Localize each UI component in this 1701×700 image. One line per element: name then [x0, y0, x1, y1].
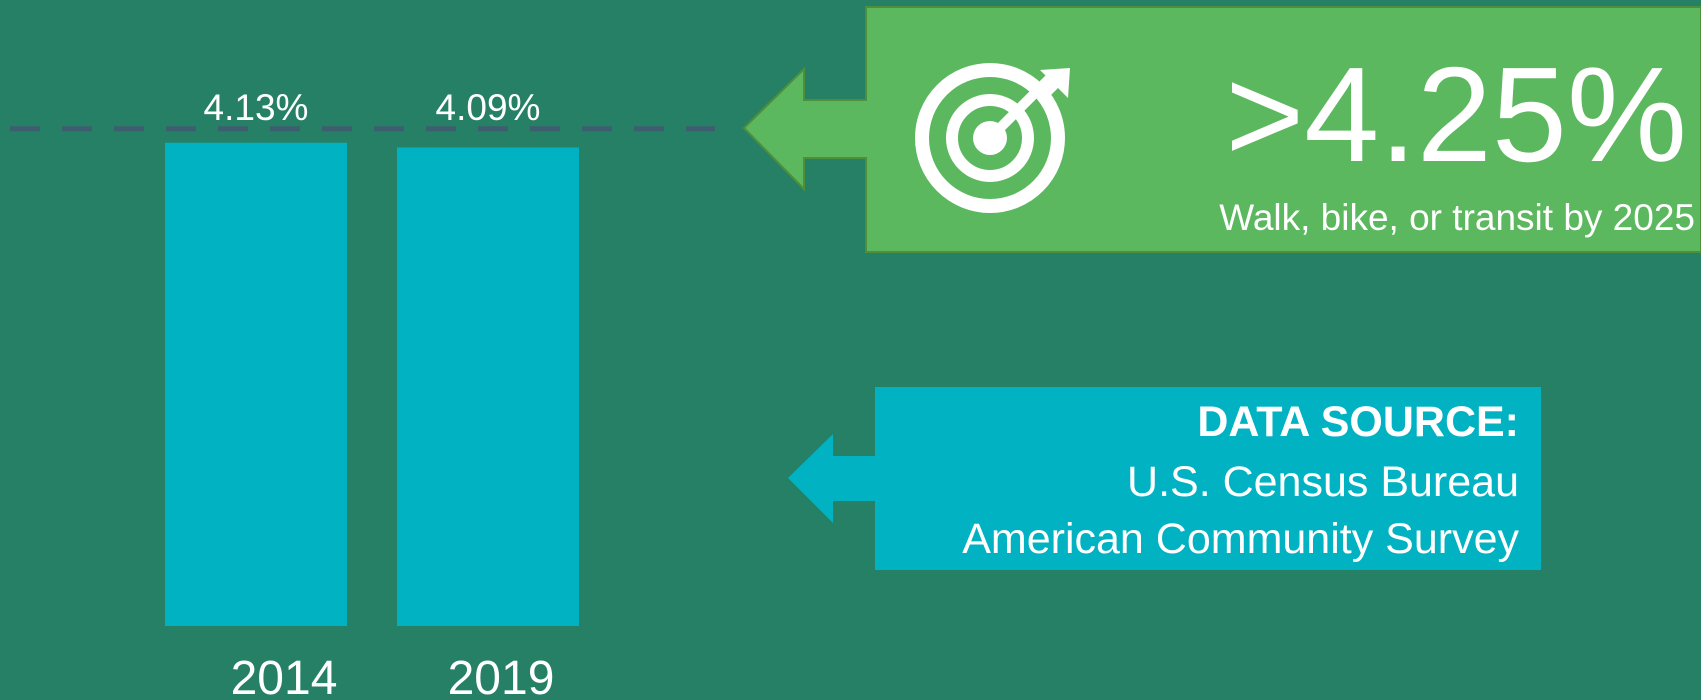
- source-heading: DATA SOURCE:: [1197, 398, 1519, 446]
- target-callout: >4.25% Walk, bike, or transit by 2025: [742, 6, 1701, 253]
- source-callout: DATA SOURCE: U.S. Census Bureau American…: [788, 387, 1541, 570]
- value-label: 4.13%: [204, 87, 309, 128]
- x-tick-label: 2019: [448, 652, 555, 700]
- bar: [397, 147, 579, 627]
- bar: [165, 142, 347, 626]
- target-caption: Walk, bike, or transit by 2025: [1219, 197, 1695, 238]
- source-line: American Community Survey: [962, 515, 1519, 563]
- x-tick-label: 2014: [231, 652, 338, 700]
- source-line: U.S. Census Bureau: [1127, 458, 1519, 506]
- target-value: >4.25%: [1225, 39, 1687, 190]
- value-label: 4.09%: [436, 87, 541, 128]
- source-box: [788, 387, 1541, 570]
- target-icon: [915, 63, 1070, 213]
